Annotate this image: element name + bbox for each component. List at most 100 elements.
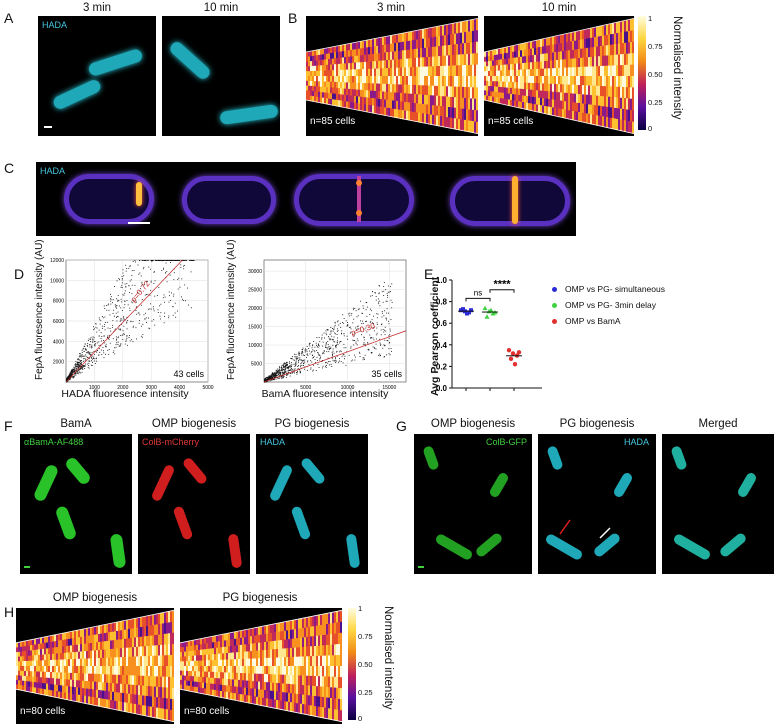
kymograph-column xyxy=(494,76,496,82)
data-point xyxy=(390,286,391,288)
data-point xyxy=(357,325,359,327)
kymograph-column xyxy=(234,693,236,701)
kymograph-column xyxy=(506,70,508,77)
kymograph-column xyxy=(564,42,566,52)
kymograph-column xyxy=(124,629,126,640)
data-point xyxy=(267,377,269,379)
kymograph-column xyxy=(250,673,252,682)
kymograph-column xyxy=(298,628,300,639)
kymograph-column xyxy=(348,82,350,90)
data-point xyxy=(273,372,275,374)
kymograph-column xyxy=(310,66,312,72)
data-point xyxy=(89,344,90,346)
kymograph-column xyxy=(50,672,52,679)
data-point xyxy=(362,359,364,361)
data-point xyxy=(283,368,285,370)
kymograph-column xyxy=(454,97,456,109)
cell xyxy=(474,531,504,559)
kymograph-column xyxy=(410,58,412,68)
kymograph-column xyxy=(224,691,226,699)
data-point xyxy=(271,372,273,374)
data-point xyxy=(298,355,300,357)
kymograph-column xyxy=(82,688,84,696)
kymograph-column xyxy=(520,95,522,103)
kymograph-column xyxy=(214,684,216,691)
data-point xyxy=(366,306,368,308)
kymograph-column xyxy=(100,625,102,635)
data-point xyxy=(86,349,87,351)
kymograph-column xyxy=(28,676,30,682)
kymograph-column xyxy=(308,51,310,57)
data-point xyxy=(115,346,117,348)
kymograph-column xyxy=(210,636,212,644)
data-point xyxy=(325,345,327,347)
data-point xyxy=(87,366,89,368)
kymograph-column xyxy=(36,666,38,672)
data-point xyxy=(77,363,78,365)
kymograph-column xyxy=(608,65,610,77)
data-point xyxy=(276,374,278,376)
kymograph-column xyxy=(88,666,90,675)
kymograph-column xyxy=(226,666,228,673)
data-point xyxy=(353,332,355,334)
data-point xyxy=(160,312,162,314)
data-point xyxy=(391,350,392,352)
kymograph-column xyxy=(558,51,560,61)
kymograph-column xyxy=(86,635,88,644)
kymograph-column xyxy=(120,621,122,631)
data-point xyxy=(69,378,71,379)
kymograph-column xyxy=(104,649,106,659)
kymograph-column xyxy=(412,84,414,95)
data-point xyxy=(96,331,98,333)
kymograph-column xyxy=(334,58,336,65)
kymograph-column xyxy=(574,58,576,68)
kymograph-column xyxy=(604,76,606,87)
data-point xyxy=(93,358,95,360)
kymograph-column xyxy=(572,102,574,112)
kymograph-column xyxy=(214,660,216,667)
kymograph-column xyxy=(98,698,100,707)
kymograph-column xyxy=(572,76,574,86)
kymograph-column xyxy=(128,666,130,676)
kymograph-column xyxy=(574,93,576,103)
kymograph-column xyxy=(592,47,594,58)
data-point xyxy=(282,369,284,371)
data-point xyxy=(105,345,106,347)
kymograph-column xyxy=(362,83,364,91)
kymograph-column xyxy=(130,694,132,704)
data-point xyxy=(302,347,304,349)
kymograph-column xyxy=(576,93,578,104)
data-point xyxy=(384,345,386,347)
kymograph-column xyxy=(510,99,512,107)
data-point xyxy=(141,283,143,285)
data-point xyxy=(78,366,80,367)
kymograph-column xyxy=(16,642,18,648)
kymograph-column xyxy=(202,677,204,683)
kymograph-column xyxy=(458,43,460,55)
data-point xyxy=(342,354,344,356)
kymograph-column xyxy=(42,654,44,661)
data-point xyxy=(139,320,140,321)
kymograph-column xyxy=(270,649,272,659)
kymograph-column xyxy=(452,107,454,119)
kymograph-column xyxy=(268,657,270,667)
data-point xyxy=(129,265,131,267)
kymograph-column xyxy=(436,76,438,87)
data-point xyxy=(301,349,303,350)
kymograph-column xyxy=(106,641,108,650)
data-point xyxy=(67,377,69,378)
kymograph-column xyxy=(214,636,216,643)
kymograph-column xyxy=(62,652,64,660)
kymograph-column xyxy=(398,84,400,94)
kymograph-column xyxy=(104,690,106,700)
data-point xyxy=(124,292,126,294)
kymograph-column xyxy=(310,85,312,92)
data-point xyxy=(156,295,158,296)
kymograph-column xyxy=(506,76,508,83)
kymograph-column xyxy=(576,102,578,113)
kymograph-column xyxy=(556,100,558,109)
data-point xyxy=(383,356,385,358)
kymograph-column xyxy=(220,641,222,648)
data-point xyxy=(87,351,89,353)
kymograph-column xyxy=(242,651,244,660)
